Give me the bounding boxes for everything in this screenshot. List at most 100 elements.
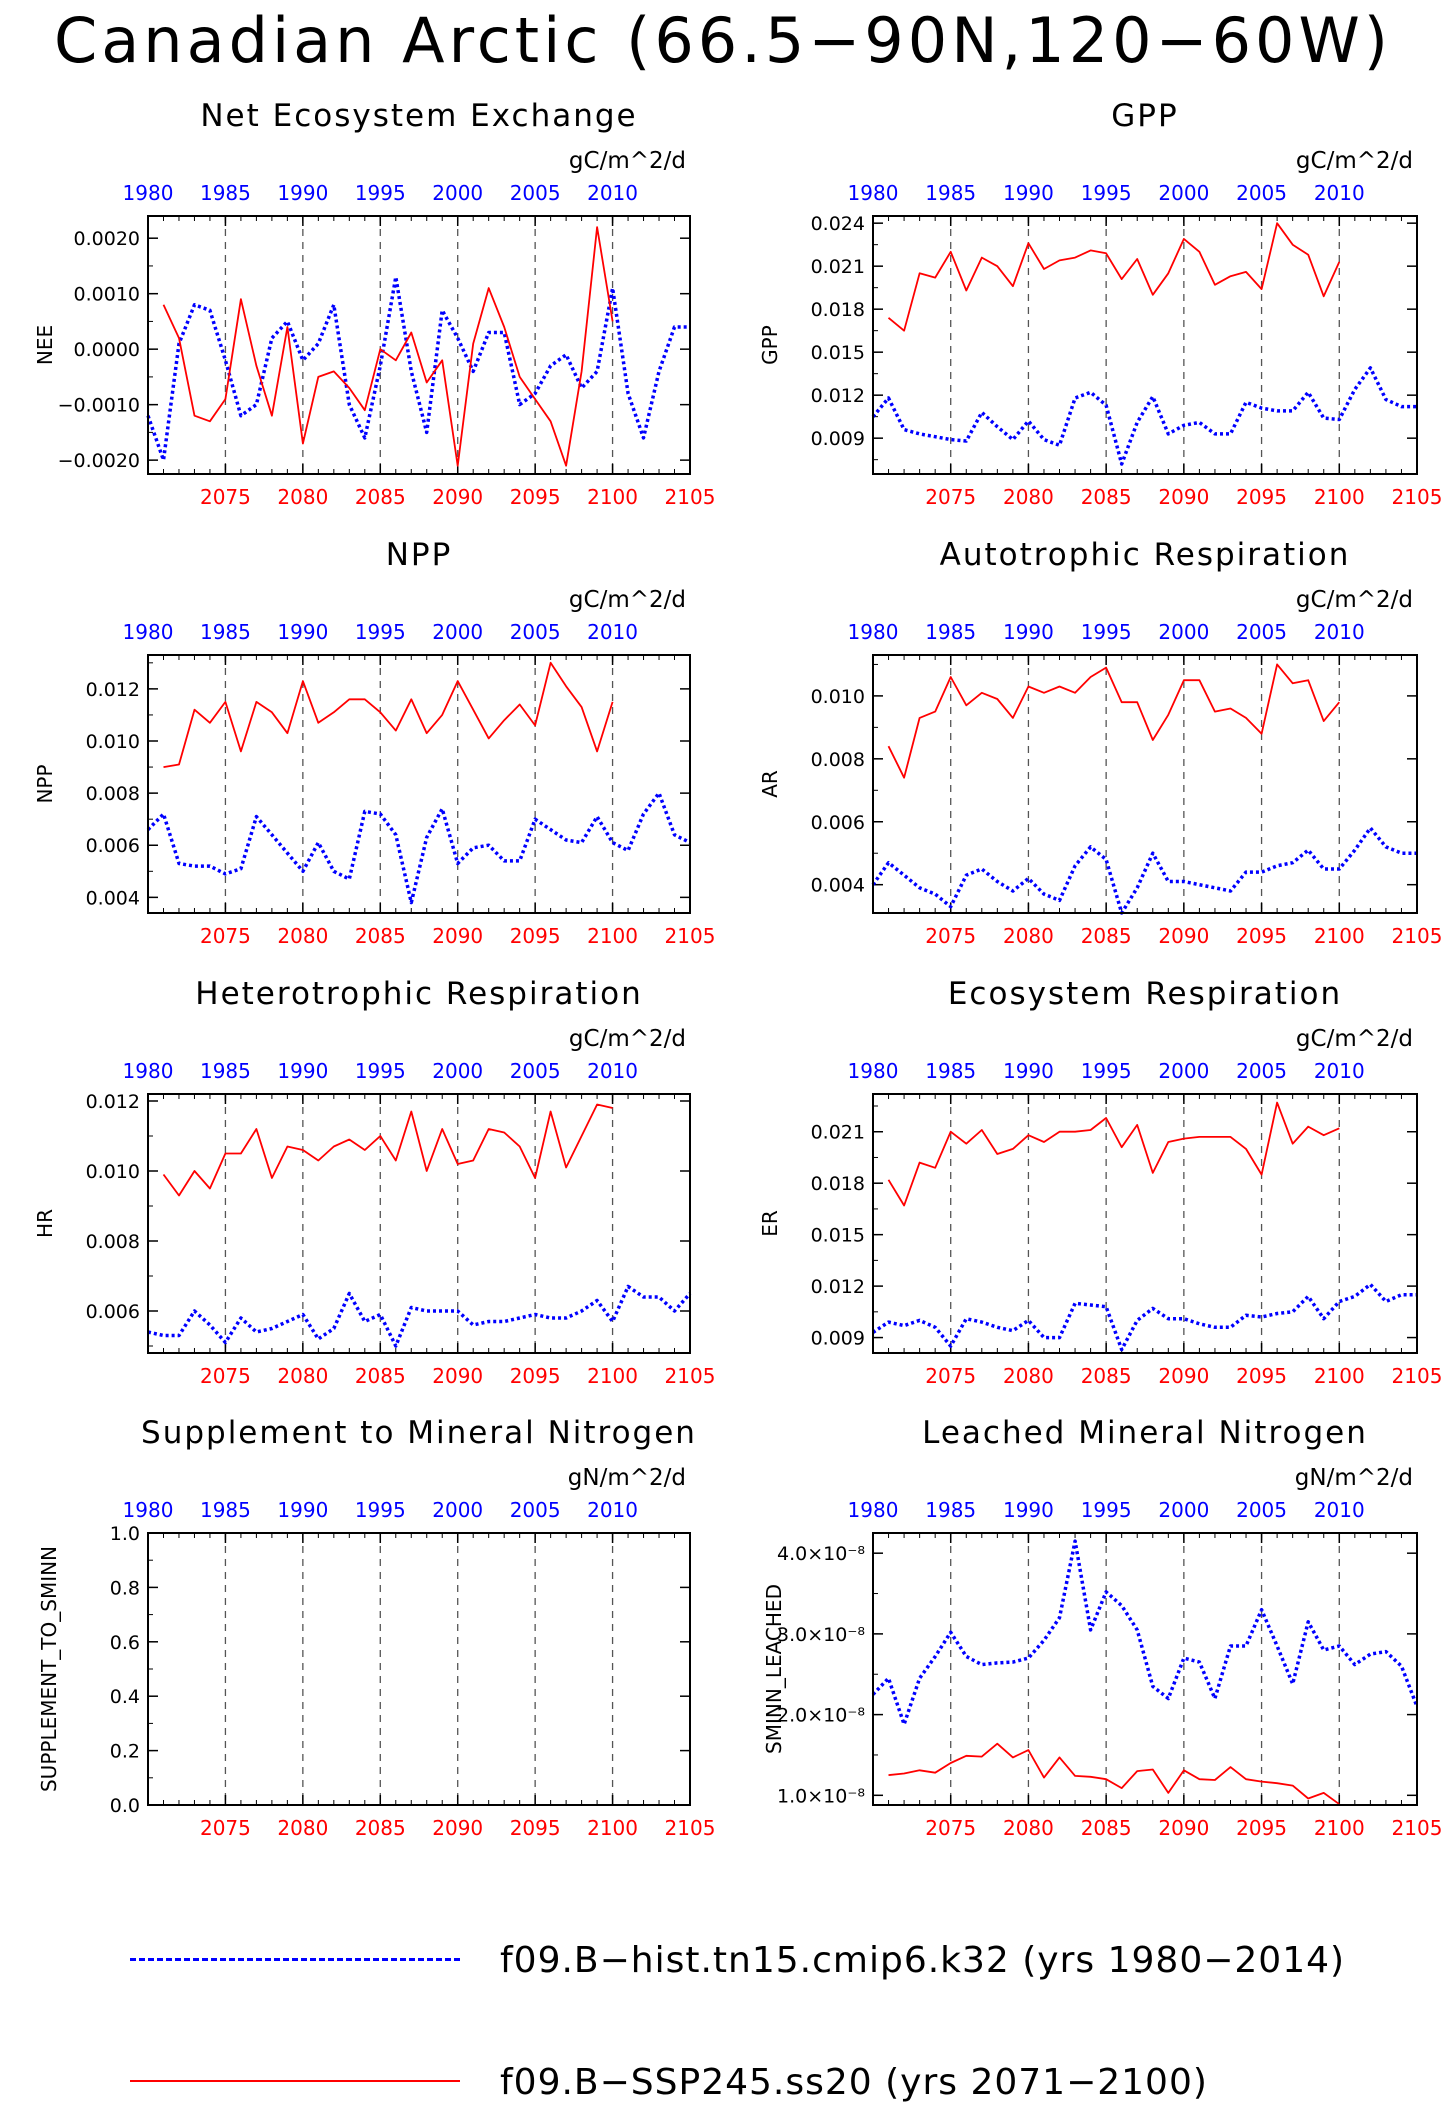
x-tick-label-bottom: 2085 — [1081, 1364, 1132, 1388]
series-line-ssp — [162, 1103, 613, 1197]
x-tick-label-top: 1995 — [1081, 181, 1132, 205]
x-tick-label-bottom: 2075 — [925, 924, 976, 948]
x-tick-label-bottom: 2095 — [1236, 1364, 1287, 1388]
y-tick-label: 0.018 — [811, 299, 865, 321]
y-tick-label: 0.010 — [811, 686, 865, 708]
y-axis-label: NEE — [33, 325, 57, 365]
legend-label-hist: f09.B−hist.tn15.cmip6.k32 (yrs 1980−2014… — [500, 1940, 1346, 1981]
chart-title: Ecosystem Respiration — [948, 976, 1342, 1012]
x-tick-label-bottom: 2100 — [587, 1364, 638, 1388]
chart-panel-3: NPP gC/m^2/d 2075 2080 2085 2090 2095 2100 2105 1… — [33, 537, 715, 948]
x-tick-label-bottom: 2090 — [1158, 1816, 1209, 1840]
y-tick-label: 0.012 — [811, 385, 865, 407]
units-label: gC/m^2/d — [569, 148, 686, 174]
x-tick-label-bottom: 2095 — [1236, 924, 1287, 948]
plot-frame — [872, 215, 1418, 475]
x-tick-label-top: 2010 — [1314, 1059, 1365, 1083]
x-tick-label-top: 2010 — [587, 1059, 638, 1083]
y-tick-label: 0.0020 — [74, 228, 140, 250]
chart-title: Autotrophic Respiration — [940, 537, 1351, 573]
x-tick-label-top: 2010 — [587, 1498, 638, 1522]
x-tick-label-bottom: 2075 — [925, 1364, 976, 1388]
x-tick-label-top: 1995 — [355, 620, 406, 644]
x-tick-label-top: 2000 — [432, 620, 483, 644]
y-axis-label: ER — [758, 1210, 782, 1237]
y-tick-label: 0.024 — [811, 213, 865, 235]
y-tick-label: 0.018 — [811, 1173, 865, 1195]
y-axis-label: AR — [758, 770, 782, 798]
series-line-hist — [871, 366, 1417, 466]
y-tick-label: 0.4 — [110, 1686, 140, 1708]
x-tick-label-top: 2010 — [1314, 1498, 1365, 1522]
series-line-ssp — [163, 661, 614, 768]
x-tick-label-bottom: 2085 — [355, 1816, 406, 1840]
y-tick-label: 0.010 — [86, 731, 140, 753]
y-tick-label: 0.012 — [811, 1276, 865, 1298]
series-line-hist — [871, 1539, 1419, 1727]
x-tick-label-top: 2010 — [1314, 620, 1365, 644]
x-tick-label-bottom: 2080 — [1003, 1816, 1054, 1840]
x-tick-label-bottom: 2100 — [587, 485, 638, 509]
x-tick-label-top: 1995 — [355, 1059, 406, 1083]
x-tick-label-top: 1990 — [277, 181, 328, 205]
y-axis-label: GPP — [758, 325, 782, 365]
units-label: gC/m^2/d — [569, 1026, 686, 1052]
x-tick-label-bottom: 2100 — [1314, 485, 1365, 509]
x-tick-label-top: 1985 — [200, 1059, 251, 1083]
plot-frame — [147, 654, 691, 914]
y-tick-label: 0.004 — [86, 887, 140, 909]
chart-panel-1: Net Ecosystem Exchange gC/m^2/d 2075 2080 20… — [33, 98, 715, 509]
x-tick-label-bottom: 2085 — [1081, 485, 1132, 509]
x-tick-label-top: 1995 — [1081, 620, 1132, 644]
x-tick-label-bottom: 2080 — [1003, 485, 1054, 509]
x-tick-label-bottom: 2080 — [277, 485, 328, 509]
y-axis-label: NPP — [33, 764, 57, 803]
units-label: gC/m^2/d — [1296, 1026, 1413, 1052]
x-tick-label-top: 2005 — [1236, 620, 1287, 644]
chart-panel-2: GPP gC/m^2/d 2075 2080 2085 2090 2095 2100 2105 1… — [758, 98, 1442, 509]
y-tick-label: 0.021 — [811, 1122, 865, 1144]
x-tick-label-top: 2005 — [510, 620, 561, 644]
plot-frame — [147, 1532, 691, 1806]
y-tick-label: 3.0×10⁻⁸ — [777, 1624, 865, 1646]
chart-title: Supplement to Mineral Nitrogen — [141, 1415, 697, 1451]
x-tick-label-bottom: 2100 — [587, 1816, 638, 1840]
x-tick-label-bottom: 2105 — [665, 1816, 716, 1840]
y-tick-label: 0.008 — [811, 749, 865, 771]
x-tick-label-bottom: 2075 — [200, 924, 251, 948]
x-tick-label-top: 1985 — [925, 1059, 976, 1083]
y-tick-label: 0.006 — [811, 812, 865, 834]
x-tick-label-top: 1985 — [200, 181, 251, 205]
y-tick-label: 0.0000 — [74, 339, 140, 361]
plot-frame — [872, 1093, 1418, 1354]
x-tick-label-top: 1980 — [123, 181, 174, 205]
x-tick-label-top: 1990 — [1003, 181, 1054, 205]
x-tick-label-top: 2005 — [1236, 1059, 1287, 1083]
y-tick-label: 0.009 — [811, 428, 865, 450]
x-tick-label-top: 2005 — [510, 1498, 561, 1522]
x-tick-label-bottom: 2090 — [432, 924, 483, 948]
units-label: gC/m^2/d — [1296, 587, 1413, 613]
x-tick-label-top: 1985 — [200, 1498, 251, 1522]
y-tick-label: 0.006 — [86, 835, 140, 857]
y-tick-label: 0.2 — [110, 1741, 140, 1763]
plot-frame — [872, 1532, 1418, 1806]
x-tick-label-top: 2000 — [1158, 1059, 1209, 1083]
y-tick-label: −0.0010 — [58, 395, 140, 417]
units-label: gC/m^2/d — [569, 587, 686, 613]
x-tick-label-top: 2005 — [1236, 1498, 1287, 1522]
y-tick-label: 0.012 — [86, 1091, 140, 1113]
series-line-ssp — [887, 663, 1340, 779]
x-tick-label-bottom: 2085 — [355, 1364, 406, 1388]
y-tick-label: 0.008 — [86, 783, 140, 805]
y-tick-label: 0.6 — [110, 1632, 140, 1654]
chart-title: Leached Mineral Nitrogen — [922, 1415, 1368, 1451]
series-line-ssp — [162, 226, 614, 467]
y-axis-label: HR — [33, 1209, 57, 1238]
x-tick-label-top: 1995 — [355, 181, 406, 205]
y-tick-label: 0.015 — [811, 1225, 865, 1247]
y-tick-label: 0.015 — [811, 342, 865, 364]
x-tick-label-bottom: 2095 — [510, 1816, 561, 1840]
x-tick-label-bottom: 2105 — [1392, 485, 1443, 509]
x-tick-label-bottom: 2080 — [277, 1816, 328, 1840]
